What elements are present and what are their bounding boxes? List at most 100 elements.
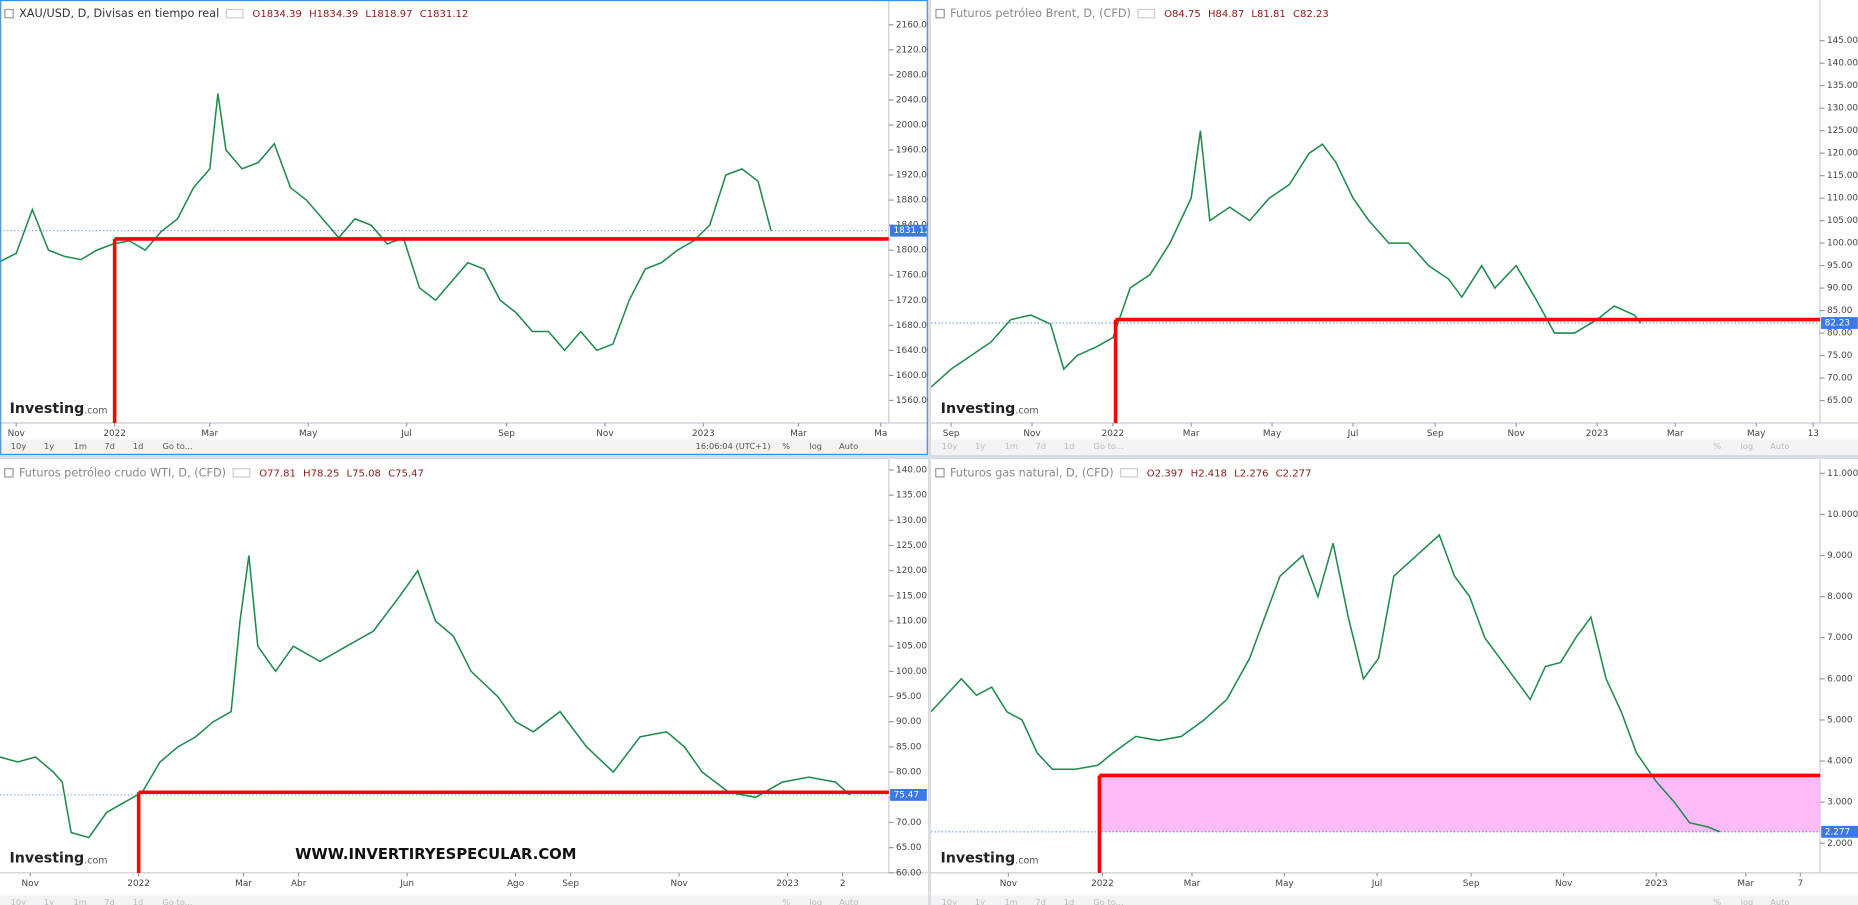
x-tick-label: May: [1275, 879, 1293, 889]
ohlc-value: O77.81: [259, 468, 296, 479]
chart-title: Futuros petróleo Brent, D, (CFD): [950, 7, 1131, 20]
scale-button[interactable]: %: [1713, 897, 1721, 905]
x-tick-label: 2: [840, 879, 846, 889]
x-tick-label: 2022: [103, 429, 126, 439]
ohlc-value: C82.23: [1293, 9, 1329, 20]
y-tick-label: 140.00: [1827, 59, 1858, 69]
scale-button[interactable]: %: [782, 441, 790, 451]
y-tick-label: 5.000: [1827, 715, 1853, 725]
settings-icon: [1137, 8, 1156, 19]
y-tick-label: 130.00: [1827, 104, 1858, 114]
x-tick-label: 13: [1808, 429, 1819, 439]
x-tick-label: Sep: [498, 429, 515, 439]
scale-button[interactable]: Auto: [1770, 441, 1789, 451]
ohlc-value: L81.81: [1251, 9, 1285, 20]
range-button[interactable]: Go to...: [1094, 441, 1124, 451]
x-tick-label: Sep: [1427, 429, 1444, 439]
scale-button[interactable]: log: [809, 897, 822, 905]
y-tick-label: 70.00: [1827, 374, 1853, 384]
range-button[interactable]: 10y: [11, 897, 27, 905]
range-button[interactable]: 1d: [133, 441, 144, 451]
range-button[interactable]: 1y: [975, 441, 985, 451]
clock: 16:06:04 (UTC+1): [696, 441, 771, 451]
range-button[interactable]: 7d: [1035, 897, 1046, 905]
range-button[interactable]: 1d: [1064, 897, 1075, 905]
y-tick-label: 8.000: [1827, 592, 1853, 602]
range-button[interactable]: Go to...: [1093, 897, 1123, 905]
range-button[interactable]: 10y: [942, 441, 958, 451]
x-tick-label: May: [299, 429, 317, 439]
y-tick-label: 1720.00: [896, 296, 928, 306]
logo-suffix: .com: [84, 406, 107, 417]
toolbar: [0, 439, 928, 455]
scale-button[interactable]: %: [1713, 441, 1721, 451]
range-button[interactable]: 1m: [73, 897, 86, 905]
ohlc-value: L1818.97: [365, 9, 412, 20]
y-tick-label: 90.00: [1827, 284, 1853, 294]
price-line: [931, 533, 1721, 833]
ohlc-value: O1834.39: [252, 9, 302, 20]
x-tick-label: Nov: [8, 429, 25, 439]
y-tick-label: 135.00: [896, 491, 927, 501]
ohlc-value: C2.277: [1276, 468, 1312, 479]
range-button[interactable]: 7d: [104, 441, 115, 451]
last-price-label: 82.23: [1825, 319, 1850, 329]
range-button[interactable]: 1y: [44, 441, 54, 451]
range-button[interactable]: 1d: [133, 897, 144, 905]
scale-button[interactable]: log: [1740, 441, 1753, 451]
range-button[interactable]: 7d: [1035, 441, 1046, 451]
y-tick-label: 145.00: [1827, 36, 1858, 46]
y-tick-label: 1960.00: [896, 146, 928, 156]
watermark: WWW.INVERTIRYESPECULAR.COM: [295, 846, 576, 863]
panel-gold: 1560.00 1600.00 1640.00 1680.00 1720.00 1760.…: [0, 0, 928, 455]
range-button[interactable]: 10y: [11, 441, 27, 451]
chart-title: Futuros gas natural, D, (CFD): [950, 466, 1114, 479]
y-tick-label: 105.00: [1827, 216, 1858, 226]
chart-title: XAU/USD, D, Divisas en tiempo real: [19, 7, 219, 20]
panel-wti: 60.0065.0070.0075.0080.0085.0090.0095.00…: [0, 459, 928, 905]
scale-button[interactable]: Auto: [1770, 897, 1789, 905]
y-tick-label: 4.000: [1827, 757, 1853, 767]
range-button[interactable]: Go to...: [162, 441, 192, 451]
last-price-tag: [889, 224, 927, 237]
range-button[interactable]: Go to...: [162, 897, 192, 905]
scale-button[interactable]: Auto: [839, 441, 858, 451]
range-button[interactable]: 10y: [942, 897, 958, 905]
scale-button[interactable]: log: [1741, 897, 1754, 905]
y-tick-label: 125.00: [1827, 126, 1858, 136]
range-button[interactable]: 7d: [104, 897, 115, 905]
scale-button[interactable]: log: [809, 441, 822, 451]
y-tick-label: 1640.00: [896, 346, 928, 356]
range-button[interactable]: 1m: [74, 441, 87, 451]
x-tick-label: Mar: [1183, 429, 1200, 439]
x-tick-label: 7: [1798, 879, 1804, 889]
range-button[interactable]: 1m: [1005, 441, 1018, 451]
y-tick-label: 2000.00: [896, 120, 928, 130]
settings-icon: [1120, 468, 1138, 478]
scale-button[interactable]: Auto: [839, 897, 858, 905]
chart-title: Futuros petróleo crudo WTI, D, (CFD): [19, 466, 226, 479]
x-tick-label: Nov: [22, 879, 39, 889]
last-price-tag: [1821, 317, 1858, 329]
y-tick-label: 110.00: [1827, 194, 1858, 204]
y-tick-label: 115.00: [1827, 171, 1858, 181]
y-tick-label: 80.00: [896, 768, 922, 778]
y-tick-label: 110.00: [896, 617, 927, 627]
range-button[interactable]: 1d: [1064, 441, 1075, 451]
price-line: [0, 93, 772, 352]
selected-border: [0, 0, 928, 455]
range-button[interactable]: 1y: [975, 897, 985, 905]
scale-button[interactable]: %: [782, 897, 790, 905]
x-tick-label: Nov: [1023, 429, 1040, 439]
x-tick-label: Ago: [507, 879, 524, 889]
y-tick-label: 100.00: [896, 667, 927, 677]
x-tick-label: Ma: [874, 429, 887, 439]
y-tick-label: 80.00: [1827, 329, 1853, 339]
x-tick-label: 2022: [1102, 429, 1125, 439]
y-tick-label: 95.00: [1827, 261, 1853, 271]
x-tick-label: Jun: [399, 879, 414, 889]
range-button[interactable]: 1y: [44, 897, 54, 905]
x-tick-label: Nov: [1555, 879, 1572, 889]
range-button[interactable]: 1m: [1004, 897, 1017, 905]
y-tick-label: 3.000: [1827, 798, 1853, 808]
